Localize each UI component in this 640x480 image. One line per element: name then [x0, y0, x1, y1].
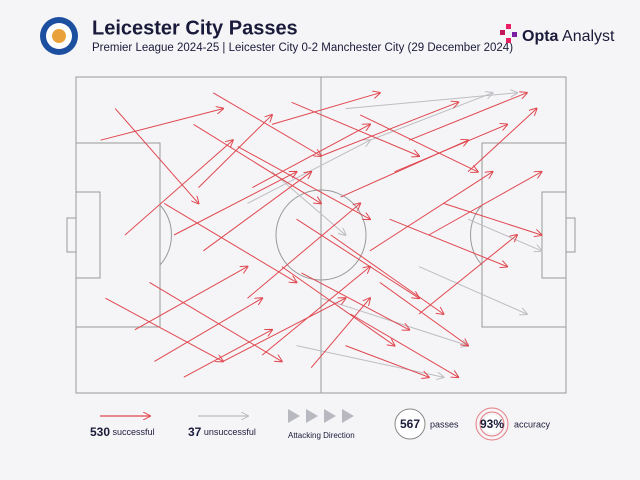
- pass-arrow: [369, 93, 493, 141]
- subtitle: Premier League 2024-25 | Leicester City …: [92, 42, 513, 54]
- pass-arrow: [222, 298, 346, 362]
- pass-arrow: [345, 93, 518, 110]
- pass-arrow: [247, 203, 361, 299]
- pass-arrow: [100, 109, 224, 141]
- pass-arrow: [149, 281, 282, 361]
- pass-arrow: [467, 218, 542, 251]
- pass-arrow: [467, 109, 537, 173]
- pass-arrow: [296, 218, 420, 298]
- pass-arrow: [247, 140, 371, 204]
- pass-arrow: [428, 172, 542, 236]
- title: Leicester City Passes: [92, 17, 298, 39]
- legend-label: unsuccessful: [204, 427, 256, 437]
- legend-label: successful: [113, 427, 155, 437]
- pass-arrow: [105, 297, 223, 361]
- accuracy-label: accuracy: [514, 419, 551, 429]
- pass-arrow: [271, 93, 380, 125]
- pass-arrow: [203, 172, 311, 252]
- direction-label: Attacking Direction: [288, 431, 355, 440]
- pass-arrow: [291, 101, 419, 156]
- pass-arrow: [261, 267, 370, 356]
- pass-arrow: [345, 345, 429, 378]
- pass-arrow: [183, 330, 272, 378]
- pass-arrow: [124, 140, 233, 236]
- pass-arrow: [198, 115, 273, 188]
- pass-arrow: [212, 92, 321, 156]
- pass-arrow: [154, 298, 262, 362]
- pass-arrow: [330, 234, 444, 314]
- pass-arrow: [359, 114, 478, 172]
- passes-total: 567: [400, 417, 420, 431]
- accuracy-core: [483, 415, 501, 433]
- pass-arrow: [193, 123, 321, 203]
- pass-arrow: [237, 146, 370, 220]
- club-badge: [40, 17, 78, 55]
- pass-arrow: [340, 140, 468, 198]
- pass-arrow: [379, 281, 468, 345]
- pass-arrow: [114, 108, 198, 204]
- pass-arrow: [134, 267, 248, 331]
- passes-label: passes: [430, 419, 459, 429]
- legend: Attacking Direction 567 passes 93% accur…: [90, 407, 551, 441]
- passes: [100, 92, 542, 378]
- legend-count: 530: [90, 425, 110, 439]
- pass-arrow: [296, 345, 444, 378]
- pass-arrow: [310, 298, 370, 369]
- pass-arrow: [271, 171, 346, 235]
- pass-arrow: [409, 93, 527, 141]
- accuracy-target: [475, 407, 509, 441]
- legend-entry: 37 unsuccessful: [188, 425, 256, 439]
- pass-arrow: [173, 172, 297, 236]
- legend-entry: 530 successful: [90, 425, 155, 439]
- accuracy-value: 93%: [480, 417, 504, 431]
- pass-arrow: [369, 172, 493, 252]
- pass-arrow: [350, 313, 458, 377]
- pass-arrow: [163, 202, 296, 282]
- legend-count: 37: [188, 425, 202, 439]
- pass-arrow: [281, 266, 395, 346]
- pass-arrow: [301, 272, 409, 330]
- pass-arrow: [443, 202, 542, 235]
- passes-ring: [394, 408, 426, 440]
- pass-arrow: [418, 266, 527, 314]
- brand-logo: Opta Analyst: [500, 24, 615, 45]
- direction-arrows: [288, 409, 354, 423]
- pass-arrow: [418, 235, 517, 315]
- pass-arrow: [252, 124, 370, 189]
- pass-arrow: [389, 218, 508, 266]
- brand: Opta Analyst: [522, 28, 615, 45]
